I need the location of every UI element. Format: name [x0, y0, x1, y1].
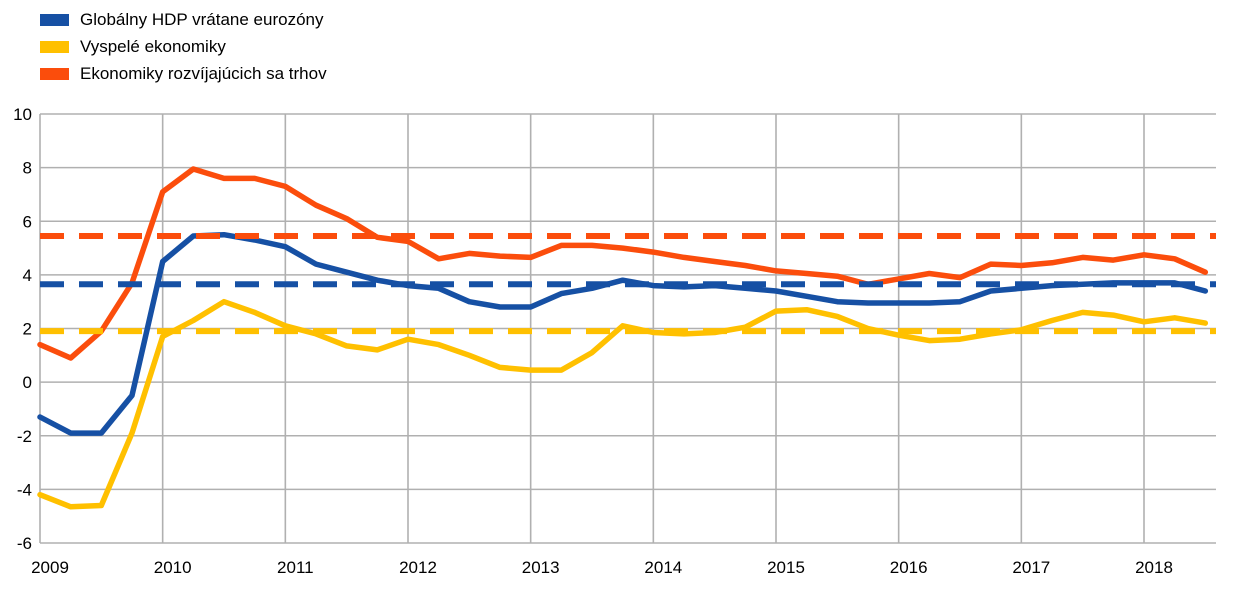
- y-tick-label: 6: [23, 212, 32, 231]
- legend: Globálny HDP vrátane eurozóny Vyspelé ek…: [40, 6, 327, 87]
- y-tick-label: 8: [23, 159, 32, 178]
- legend-item-emerging: Ekonomiky rozvíjajúcich sa trhov: [40, 60, 327, 87]
- x-tick-label: 2017: [1012, 558, 1050, 577]
- legend-item-global: Globálny HDP vrátane eurozóny: [40, 6, 327, 33]
- legend-label-global: Globálny HDP vrátane eurozóny: [80, 10, 324, 29]
- y-tick-label: -6: [17, 534, 32, 553]
- series-line-emerging: [37, 166, 1209, 361]
- y-tick-label: 2: [23, 320, 32, 339]
- x-tick-label: 2018: [1135, 558, 1173, 577]
- y-tick-label: 0: [23, 373, 32, 392]
- series-line-advanced: [37, 298, 1209, 510]
- series-line-global: [37, 231, 1209, 436]
- y-tick-label: -2: [17, 427, 32, 446]
- x-tick-label: 2014: [644, 558, 682, 577]
- y-tick-label: 10: [13, 105, 32, 124]
- x-tick-label: 2013: [522, 558, 560, 577]
- x-tick-label: 2012: [399, 558, 437, 577]
- y-tick-label: 4: [23, 266, 32, 285]
- x-tick-label: 2015: [767, 558, 805, 577]
- legend-item-advanced: Vyspelé ekonomiky: [40, 33, 327, 60]
- y-tick-label: -4: [17, 480, 32, 499]
- legend-swatch-global: [40, 13, 69, 26]
- legend-swatch-emerging: [40, 67, 69, 80]
- x-tick-label: 2010: [154, 558, 192, 577]
- legend-label-emerging: Ekonomiky rozvíjajúcich sa trhov: [80, 64, 327, 83]
- legend-label-advanced: Vyspelé ekonomiky: [80, 37, 226, 56]
- x-tick-label: 2016: [890, 558, 928, 577]
- x-tick-label: 2011: [277, 558, 314, 577]
- x-tick-label: 2009: [31, 558, 69, 577]
- legend-swatch-advanced: [40, 40, 69, 53]
